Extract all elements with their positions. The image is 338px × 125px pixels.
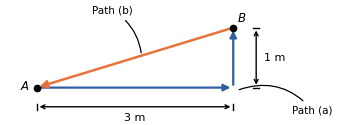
Text: Path (b): Path (b)	[92, 6, 141, 53]
Text: 1 m: 1 m	[264, 53, 285, 63]
Text: A: A	[21, 80, 29, 93]
Text: B: B	[238, 12, 246, 25]
Text: 3 m: 3 m	[124, 113, 146, 123]
Text: Path (a): Path (a)	[239, 85, 333, 115]
